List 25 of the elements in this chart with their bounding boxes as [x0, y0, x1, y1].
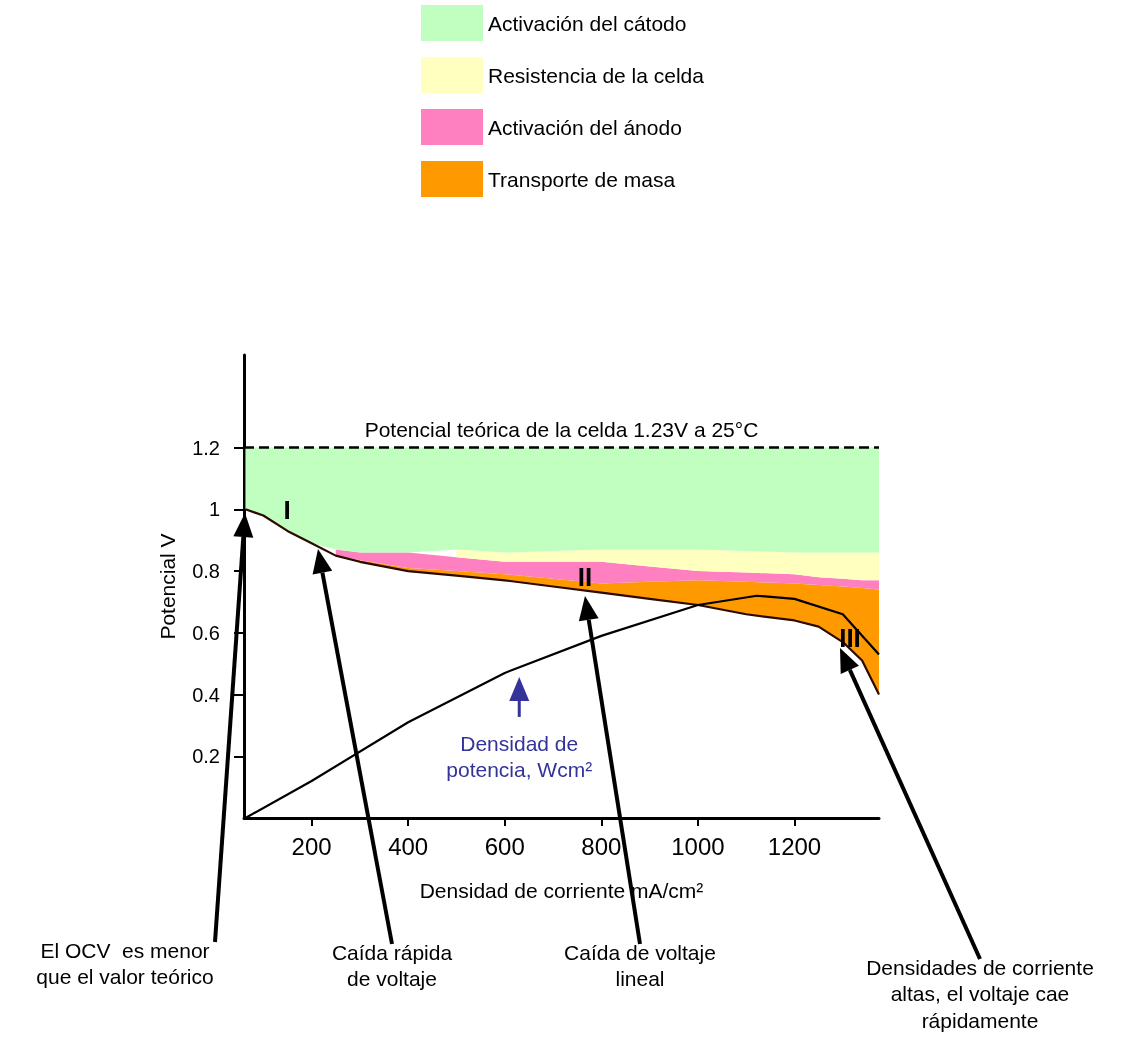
legend-label: Activación del cátodo: [488, 11, 687, 35]
legend-label: Resistencia de la celda: [488, 63, 705, 87]
annotation: III: [838, 622, 862, 655]
y-tick-label: 0.8: [192, 560, 220, 583]
x-tick-label: 200: [291, 832, 332, 860]
x-tick-label: 400: [388, 832, 429, 860]
annotation: I: [282, 494, 292, 527]
y-axis-title: Potencial V: [156, 533, 179, 640]
text: Caída rápida de voltaje: [330, 940, 454, 993]
legend-label: Transporte de masa: [488, 167, 676, 191]
x-tick-label: 600: [484, 832, 525, 860]
x-tick-label: 1200: [767, 832, 822, 860]
text: Densidades de corriente altas, el voltaje cae rápidamente: [865, 955, 1095, 1034]
y-tick-label: 1.2: [192, 436, 220, 459]
x-tick-label: 1000: [671, 832, 725, 860]
x-tick-label: 800: [581, 832, 622, 860]
y-tick-label: 0.6: [192, 621, 220, 644]
legend-label: Activación del ánodo: [488, 115, 682, 139]
ref-line-label: Potencial teórica de la celda 1.23V a 25°C: [364, 417, 759, 441]
y-tick-label: 0.4: [192, 683, 220, 706]
text: El OCV es menor que el valor teórico: [35, 938, 215, 991]
y-tick-label: 0.2: [192, 745, 220, 768]
text: Caída de voltaje lineal: [563, 940, 717, 993]
annotation: Densidad de potencia, Wcm²: [445, 730, 594, 784]
y-tick-label: 1: [208, 498, 220, 521]
